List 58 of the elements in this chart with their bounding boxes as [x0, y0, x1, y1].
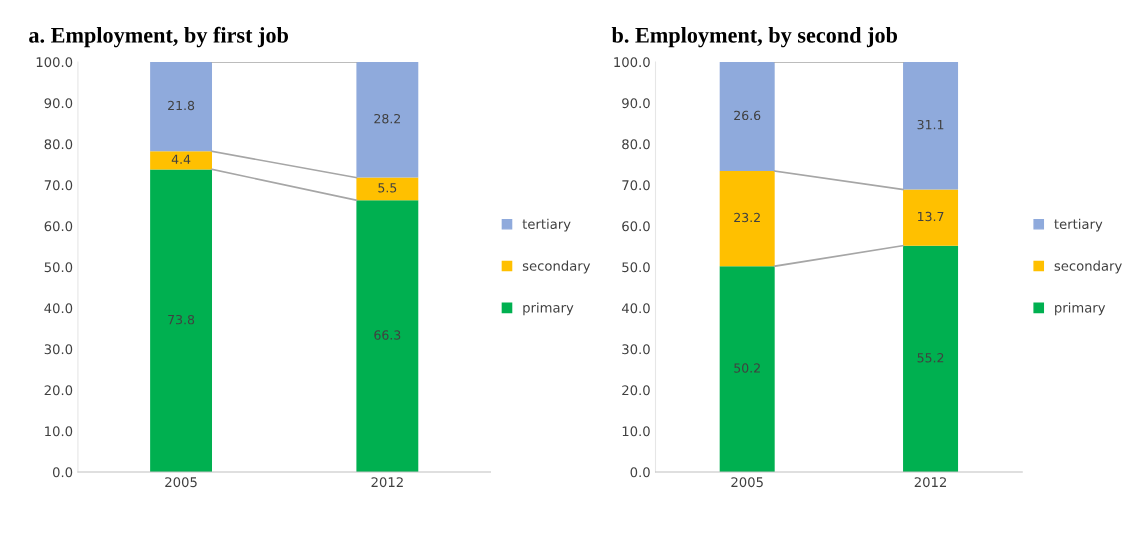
x-tick-label: 2005 — [165, 477, 197, 488]
y-tick-label: 70.0 — [44, 180, 73, 191]
bar — [719, 61, 775, 172]
legend-label: secondary — [522, 260, 591, 274]
y-tick-label: 0.0 — [630, 467, 650, 478]
data-label: 5.5 — [378, 183, 397, 193]
data-label: 28.2 — [374, 113, 401, 124]
data-label: 23.2 — [734, 212, 760, 223]
data-label: 50.2 — [734, 363, 760, 373]
y-tick-label: 70.0 — [622, 180, 650, 191]
data-label: 21.8 — [168, 100, 195, 111]
bar — [150, 151, 213, 170]
x-tick-label: 2005 — [731, 477, 763, 488]
y-tick-label: 50.0 — [622, 262, 650, 273]
y-tick-label: 90.0 — [44, 98, 73, 109]
bar — [150, 61, 213, 152]
legend-label: tertiary — [1054, 218, 1103, 232]
y-tick-label: 30.0 — [622, 344, 650, 355]
y-tick-label: 100.0 — [614, 57, 650, 68]
bar — [903, 245, 959, 473]
data-label: 55.2 — [917, 353, 944, 363]
y-tick-label: 90.0 — [622, 98, 650, 109]
y-tick-label: 0.0 — [52, 467, 73, 478]
data-label: 26.6 — [734, 110, 761, 121]
data-label: 4.4 — [171, 154, 191, 164]
chart-title: a. Employment, by first job — [29, 26, 289, 48]
bar — [903, 61, 959, 190]
y-tick-label: 50.0 — [44, 262, 73, 273]
y-tick-label: 80.0 — [44, 139, 73, 150]
data-label: 73.8 — [168, 314, 195, 325]
legend-label: secondary — [1054, 260, 1122, 274]
y-tick-label: 100.0 — [36, 57, 73, 68]
bar — [150, 169, 213, 473]
y-tick-label: 40.0 — [44, 303, 73, 314]
bar — [356, 177, 419, 201]
data-label: 13.7 — [918, 211, 944, 222]
data-label: 66.3 — [374, 330, 401, 340]
y-tick-label: 20.0 — [622, 385, 650, 396]
bar — [356, 61, 419, 178]
y-tick-label: 80.0 — [622, 139, 650, 150]
bar — [356, 200, 419, 473]
y-tick-label: 20.0 — [44, 385, 73, 396]
x-tick-label: 2012 — [371, 477, 403, 488]
y-tick-label: 60.0 — [44, 221, 73, 232]
bar — [719, 171, 775, 267]
legend-label: primary — [523, 302, 574, 316]
y-tick-label: 10.0 — [622, 426, 650, 437]
legend-label: tertiary — [522, 218, 571, 232]
legend-label: primary — [1055, 302, 1106, 316]
y-tick-label: 30.0 — [44, 344, 73, 355]
bar — [903, 189, 959, 246]
y-tick-label: 10.0 — [45, 426, 73, 437]
data-label: 31.1 — [917, 119, 944, 130]
y-tick-label: 60.0 — [622, 221, 650, 232]
chart-title: b. Employment, by second job — [611, 27, 898, 48]
x-tick-label: 2012 — [914, 477, 947, 488]
y-tick-label: 40.0 — [621, 303, 650, 314]
bar — [719, 266, 775, 473]
